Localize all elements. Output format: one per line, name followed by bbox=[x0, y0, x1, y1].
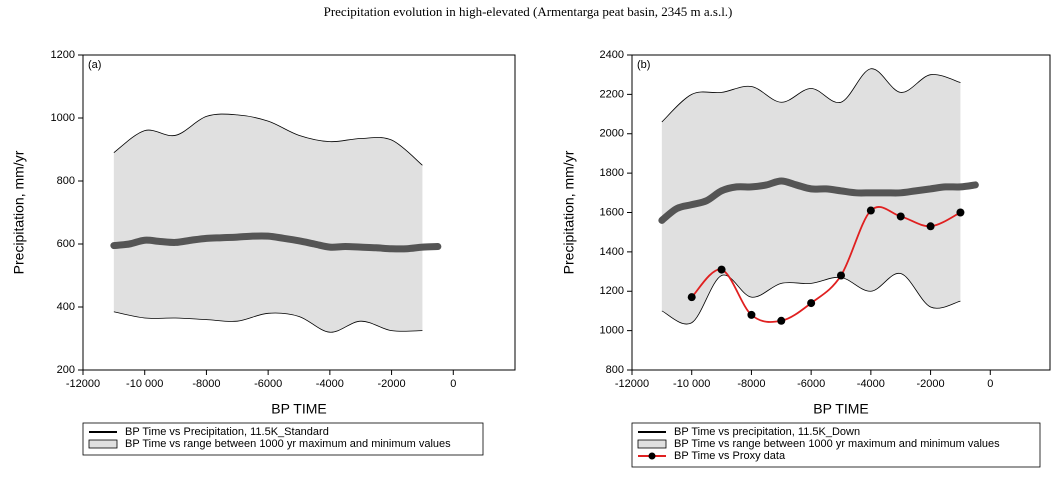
data-point bbox=[926, 222, 935, 231]
y-tick-label: 1200 bbox=[600, 285, 624, 297]
proxy-line bbox=[691, 206, 961, 323]
x-tick-label: -10 000 bbox=[126, 378, 163, 390]
x-tick-label: -8000 bbox=[737, 378, 765, 390]
x-tick-label: -2000 bbox=[917, 378, 945, 390]
x-tick-label: -12000 bbox=[615, 378, 649, 390]
y-tick-label: 1800 bbox=[600, 167, 624, 179]
data-point bbox=[687, 293, 696, 302]
x-tick-label: -2000 bbox=[378, 378, 406, 390]
x-axis-label: BP TIME bbox=[271, 401, 327, 417]
panel: 800 1000 1200 1400 1600 1800 2000 2200 2400 -1200… bbox=[561, 49, 1051, 468]
x-tick-label: -4000 bbox=[316, 378, 344, 390]
y-axis-label: Precipitation, mm/yr bbox=[561, 150, 577, 274]
series-line bbox=[110, 232, 442, 253]
x-tick-label: -12000 bbox=[66, 378, 100, 390]
legend-box bbox=[82, 422, 484, 456]
x-tick-label: -6000 bbox=[797, 378, 825, 390]
band-area bbox=[113, 114, 423, 333]
legend-label: BP Time vs precipitation, 11.5K_Down bbox=[674, 426, 860, 438]
legend-label: BP Time vs Precipitation, 11.5K_Standard bbox=[125, 426, 329, 438]
legend-label: BP Time vs Proxy data bbox=[674, 450, 786, 462]
y-tick-label: 200 bbox=[57, 364, 75, 376]
data-point bbox=[717, 265, 726, 274]
data-point bbox=[747, 310, 756, 319]
data-point bbox=[807, 299, 816, 308]
figure-title: Precipitation evolution in high-elevated… bbox=[324, 4, 733, 19]
legend-swatch bbox=[88, 439, 118, 449]
panel: 200 400 600 800 1000 1200 -12000 -10 000 -8000 -6… bbox=[11, 49, 516, 456]
data-point bbox=[866, 206, 875, 215]
y-tick-label: 2000 bbox=[600, 128, 624, 140]
band-area bbox=[661, 68, 961, 325]
y-tick-label: 1600 bbox=[600, 206, 624, 218]
band-upper-edge bbox=[661, 68, 961, 123]
data-point bbox=[777, 316, 786, 325]
plot-frame bbox=[82, 54, 516, 371]
y-tick-label: 800 bbox=[57, 175, 75, 187]
x-axis-label: BP TIME bbox=[813, 401, 869, 417]
band-lower-edge bbox=[113, 311, 423, 333]
x-tick-label: -10 000 bbox=[673, 378, 710, 390]
legend-box bbox=[631, 422, 1041, 468]
series-line bbox=[658, 177, 979, 224]
band-lower-edge bbox=[661, 273, 961, 325]
legend-marker bbox=[648, 452, 656, 460]
x-tick-label: 0 bbox=[987, 378, 993, 390]
x-tick-label: -4000 bbox=[857, 378, 885, 390]
y-tick-label: 1000 bbox=[600, 325, 624, 337]
y-axis-label: Precipitation, mm/yr bbox=[11, 150, 27, 274]
legend-label: BP Time vs range between 1000 yr maximum… bbox=[674, 438, 1000, 450]
y-tick-label: 1000 bbox=[51, 112, 75, 124]
data-point bbox=[896, 212, 905, 221]
data-point bbox=[956, 208, 965, 217]
y-tick-label: 600 bbox=[57, 238, 75, 250]
y-tick-label: 2200 bbox=[600, 88, 624, 100]
x-tick-label: -6000 bbox=[254, 378, 282, 390]
x-tick-label: -8000 bbox=[192, 378, 220, 390]
y-tick-label: 2400 bbox=[600, 49, 624, 61]
y-tick-label: 1400 bbox=[600, 246, 624, 258]
legend-swatch bbox=[637, 439, 667, 449]
band-upper-edge bbox=[113, 113, 423, 166]
y-tick-label: 400 bbox=[57, 301, 75, 313]
x-tick-label: 0 bbox=[450, 378, 456, 390]
panel-label: (b) bbox=[637, 59, 650, 71]
y-tick-label: 1200 bbox=[51, 49, 75, 61]
data-point bbox=[837, 271, 845, 280]
y-tick-label: 800 bbox=[606, 364, 624, 376]
legend-label: BP Time vs range between 1000 yr maximum… bbox=[125, 438, 451, 450]
panel-label: (a) bbox=[88, 59, 101, 71]
